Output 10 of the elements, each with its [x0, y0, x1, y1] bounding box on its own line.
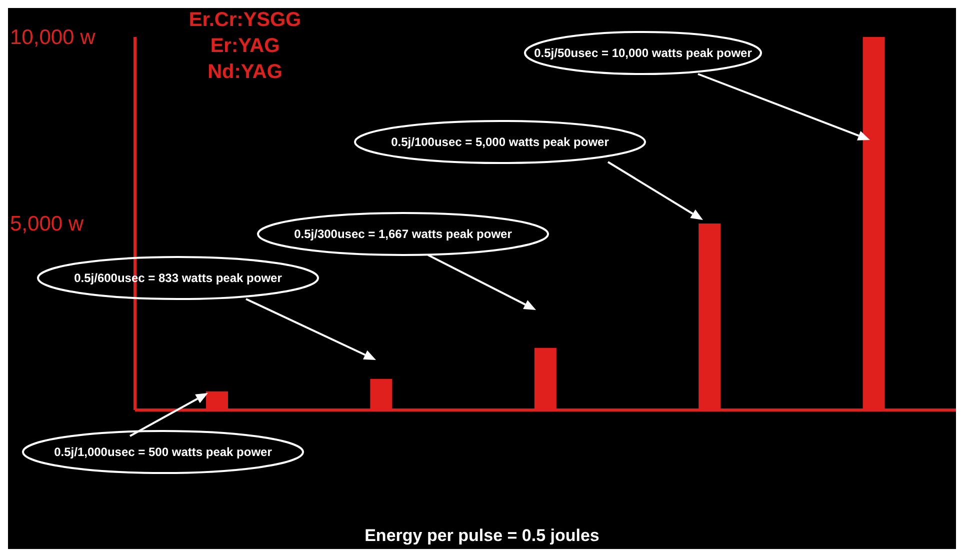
annotation: 0.5j/50usec = 10,000 watts peak power: [534, 46, 752, 60]
annotation: 0.5j/300usec = 1,667 watts peak power: [294, 227, 512, 241]
y-tick-label: 5,000 w: [10, 212, 84, 236]
y-tick-label: 10,000 w: [10, 26, 96, 49]
text: 0.5j/1,000usec = 500 watts peak power: [54, 445, 272, 459]
text: Er.Cr:YSGG: [188, 9, 302, 31]
text: Energy per pulse = 0.5 joules: [364, 526, 600, 545]
annotation: Er:YAG: [210, 35, 280, 57]
annotation: 0.5j/100usec = 5,000 watts peak power: [391, 135, 610, 149]
annotation: Nd:YAG: [208, 61, 282, 83]
